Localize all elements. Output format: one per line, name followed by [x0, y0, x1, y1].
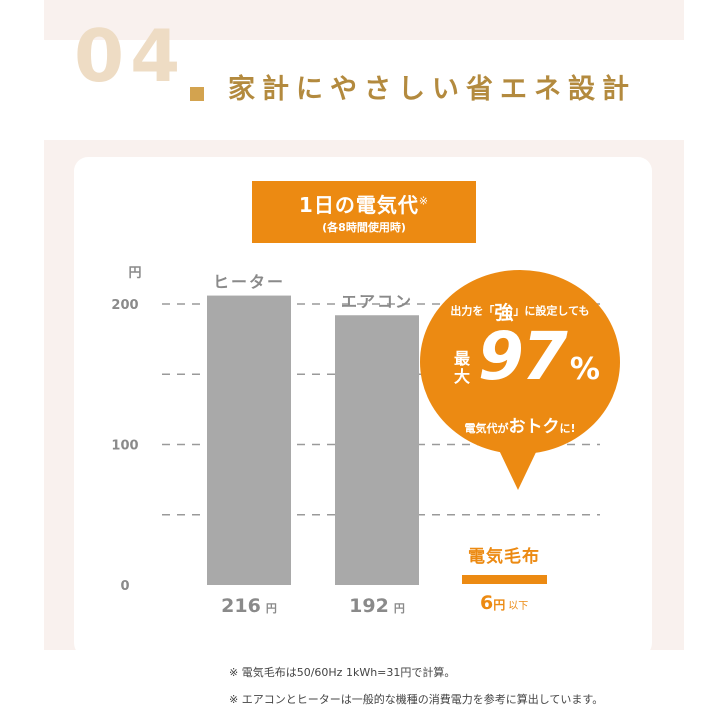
y-tick-label: 100	[111, 439, 138, 454]
chart-title-box: 1日の電気代※ (各8時間使用時)	[252, 181, 476, 243]
step-dot	[190, 87, 204, 101]
value-label: 216 円	[221, 595, 277, 617]
callout-line3: 電気代がおトクに!	[464, 417, 576, 437]
bars	[207, 295, 419, 585]
step-number: 04	[74, 14, 187, 98]
bar-blanket	[462, 575, 547, 584]
value-label: 192 円	[349, 595, 405, 617]
callout-percent: 97%	[478, 318, 600, 395]
value-labels: 216 円 192 円	[221, 595, 405, 617]
section-heading: 家計にやさしい省エネ設計	[228, 74, 636, 105]
top-band	[44, 0, 684, 40]
callout-max-label: 最大	[453, 349, 470, 386]
y-tick-label: 0	[120, 579, 129, 594]
value-label-blanket: 6円 以下	[480, 592, 529, 614]
chart-subtitle: (各8時間使用時)	[322, 221, 406, 234]
y-axis-unit: 円	[128, 266, 141, 281]
callout-bubble	[420, 270, 620, 454]
callout-tail	[498, 448, 538, 490]
footnote-2: ※ エアコンとヒーターは一般的な機種の消費電力を参考に算出しています。	[229, 693, 604, 706]
bar-label: エアコン	[341, 292, 413, 311]
title-note-mark: ※	[418, 194, 430, 208]
bar	[207, 295, 291, 585]
y-axis-labels: 円 0 100 200	[111, 266, 141, 594]
chart-title: 1日の電気代※	[298, 193, 430, 217]
y-tick-label: 200	[111, 298, 138, 313]
footnote-1: ※ 電気毛布は50/60Hz 1kWh=31円で計算。	[229, 666, 456, 679]
bar-label-blanket: 電気毛布	[468, 547, 540, 567]
callout-line1: 出力を「強」に設定しても	[450, 302, 590, 324]
bar	[335, 315, 419, 585]
bar-label: ヒーター	[213, 273, 285, 292]
